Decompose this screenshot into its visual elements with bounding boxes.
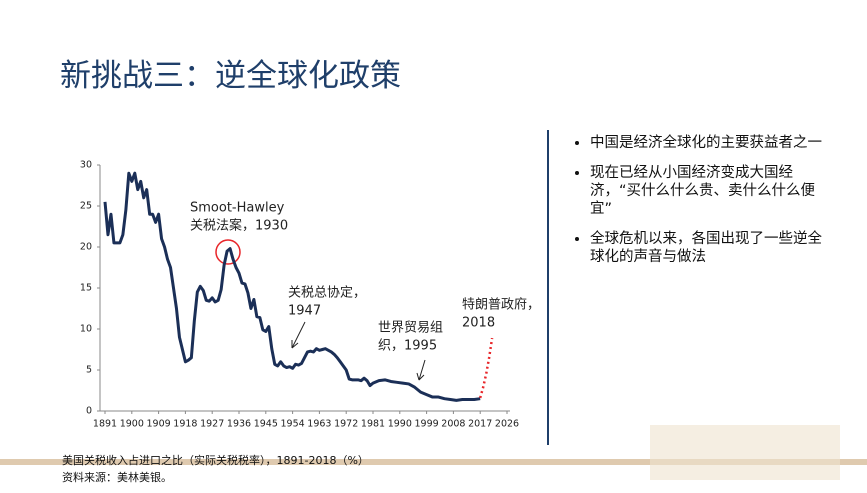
arrow — [418, 359, 426, 381]
y-tick-label: 10 — [80, 324, 92, 335]
annotation: 世界贸易组 — [378, 321, 443, 336]
annotation: 关税总协定， — [288, 286, 366, 301]
annotation: 织，1995 — [378, 339, 437, 354]
annotation: 特朗普政府， — [462, 298, 540, 313]
slide-title: 新挑战三：逆全球化政策 — [60, 58, 401, 94]
annotation: 1947 — [288, 304, 321, 319]
x-tick-label: 1918 — [173, 419, 197, 430]
x-tick-label: 1891 — [93, 419, 117, 430]
annotation: Smoot-Hawley — [190, 201, 285, 216]
x-tick-label: 1972 — [334, 419, 358, 430]
y-tick-label: 30 — [80, 160, 92, 171]
highlight-circle — [215, 239, 241, 265]
x-tick-label: 2026 — [495, 419, 519, 430]
x-tick-label: 1900 — [120, 419, 144, 430]
annotation: 2018 — [462, 316, 495, 331]
bullet-list: 中国是经济全球化的主要获益者之一 现在已经从小国经济变成大国经济，“买什么什么贵… — [572, 134, 830, 278]
y-tick-label: 5 — [86, 365, 92, 376]
x-tick-label: 1963 — [307, 419, 331, 430]
x-tick-label: 1954 — [281, 419, 305, 430]
arrow — [291, 321, 306, 349]
arrow-head — [291, 340, 299, 349]
bullet: 中国是经济全球化的主要获益者之一 — [590, 134, 830, 152]
x-tick-label: 1927 — [200, 419, 224, 430]
bullet: 现在已经从小国经济变成大国经济，“买什么什么贵、卖什么什么便宜” — [590, 164, 830, 218]
caption: 美国关税收入占进口之比（实际关税税率），1891-2018（%） — [62, 454, 369, 467]
x-tick-label: 1945 — [254, 419, 278, 430]
x-tick-label: 1936 — [227, 419, 251, 430]
x-tick-label: 2017 — [468, 419, 492, 430]
decor-illustration — [650, 425, 840, 480]
x-tick-label: 1999 — [415, 419, 439, 430]
y-tick-label: 15 — [80, 283, 92, 294]
line-series — [103, 171, 481, 402]
source: 资料来源：美林美银。 — [62, 471, 172, 484]
x-tick-label: 1990 — [388, 419, 412, 430]
y-tick-label: 0 — [86, 406, 92, 417]
line-series — [478, 337, 494, 399]
annotation: 关税法案，1930 — [190, 219, 288, 234]
decor-band — [0, 459, 867, 465]
bullet: 全球危机以来，各国出现了一些逆全球化的声音与做法 — [590, 230, 830, 266]
x-tick-label: 2008 — [441, 419, 465, 430]
y-tick-label: 25 — [80, 201, 92, 212]
x-tick-label: 1981 — [361, 419, 385, 430]
x-tick-label: 1909 — [147, 419, 171, 430]
arrow-head — [416, 372, 425, 381]
y-tick-label: 20 — [80, 242, 92, 253]
